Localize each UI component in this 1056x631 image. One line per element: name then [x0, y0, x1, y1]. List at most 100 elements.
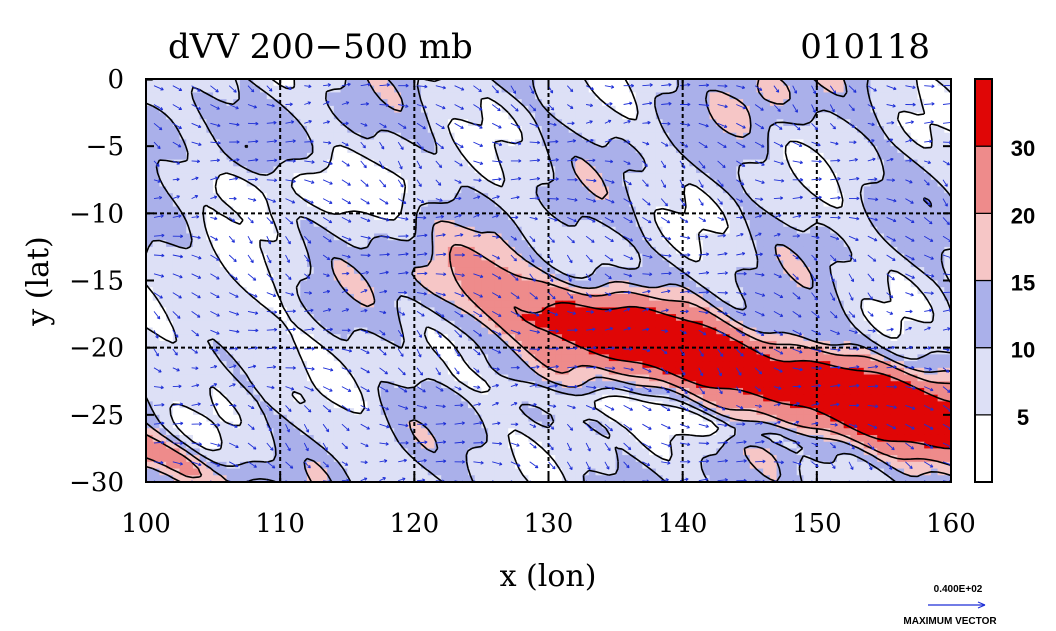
field-cell — [313, 240, 322, 248]
field-cell — [743, 287, 751, 295]
field-cell — [830, 206, 838, 214]
field-cell — [575, 119, 583, 127]
field-cell — [273, 126, 281, 134]
field-cell — [803, 320, 811, 329]
field-cell — [675, 179, 684, 188]
field-cell — [642, 260, 650, 268]
field-cell — [749, 253, 758, 261]
field-cell — [582, 105, 590, 114]
field-cell — [474, 92, 483, 100]
field-cell — [172, 226, 181, 235]
field-cell — [441, 320, 449, 329]
field-cell — [669, 199, 677, 208]
field-cell — [783, 334, 791, 342]
field-cell — [790, 105, 798, 114]
field-cell — [649, 273, 657, 282]
field-cell — [226, 99, 234, 107]
field-cell — [347, 139, 355, 147]
field-cell — [206, 334, 214, 342]
field-cell — [146, 132, 154, 141]
field-cell — [146, 246, 154, 255]
field-cell — [823, 314, 831, 322]
field-cell — [696, 99, 704, 107]
field-cell — [595, 79, 603, 87]
field-cell — [850, 260, 858, 268]
field-cell — [716, 92, 724, 100]
field-cell — [763, 112, 771, 120]
field-cell — [300, 267, 308, 275]
field-cell — [803, 287, 811, 295]
field-cell — [877, 186, 885, 194]
field-cell — [662, 300, 670, 308]
field-cell — [501, 354, 509, 362]
field-cell — [615, 166, 623, 174]
field-cell — [944, 307, 951, 315]
field-cell — [146, 334, 154, 342]
field-cell — [441, 112, 449, 120]
field-cell — [897, 334, 905, 342]
field-cell — [333, 347, 342, 355]
field-cell — [649, 320, 657, 329]
field-cell — [816, 327, 825, 335]
field-cell — [179, 246, 187, 255]
field-cell — [850, 206, 858, 214]
field-cell — [253, 347, 261, 355]
field-cell — [749, 119, 758, 127]
field-cell — [696, 260, 704, 268]
field-cell — [836, 246, 845, 255]
field-cell — [454, 293, 462, 302]
field-cell — [897, 92, 905, 100]
field-cell — [307, 246, 315, 255]
field-cell — [689, 179, 697, 188]
field-cell — [689, 327, 697, 335]
field-cell — [629, 320, 637, 329]
field-cell — [293, 267, 301, 275]
field-cell — [226, 112, 234, 120]
field-cell — [481, 206, 489, 214]
field-cell — [333, 79, 342, 87]
field-cell — [206, 347, 214, 355]
field-cell — [917, 105, 925, 114]
field-cell — [367, 186, 375, 194]
field-cell — [816, 267, 825, 275]
field-cell — [474, 152, 483, 161]
field-cell — [937, 260, 945, 268]
field-cell — [488, 105, 496, 114]
field-cell — [904, 327, 912, 335]
field-cell — [649, 179, 657, 188]
field-cell — [514, 126, 523, 134]
field-cell — [582, 85, 590, 94]
field-cell — [850, 159, 858, 167]
field-cell — [447, 213, 456, 221]
field-cell — [883, 300, 892, 308]
field-cell — [689, 340, 697, 349]
field-cell — [260, 152, 268, 161]
field-cell — [394, 246, 402, 255]
field-cell — [514, 132, 523, 141]
field-cell — [260, 226, 268, 235]
field-cell — [347, 213, 355, 221]
field-cell — [602, 334, 610, 342]
field-cell — [468, 293, 476, 302]
field-cell — [374, 347, 382, 355]
field-cell — [635, 293, 644, 302]
field-cell — [595, 280, 603, 288]
field-cell — [675, 105, 684, 114]
field-cell — [917, 340, 925, 349]
field-cell — [146, 139, 154, 147]
field-cell — [716, 293, 724, 302]
field-cell — [521, 193, 529, 201]
field-cell — [561, 105, 570, 114]
field-cell — [582, 267, 590, 275]
field-cell — [548, 240, 556, 248]
field-cell — [890, 226, 898, 235]
field-cell — [615, 327, 623, 335]
field-cell — [407, 273, 415, 282]
field-cell — [353, 213, 362, 221]
field-cell — [394, 226, 402, 235]
field-cell — [823, 179, 831, 188]
field-cell — [897, 307, 905, 315]
field-cell — [260, 206, 268, 214]
field-cell — [320, 132, 328, 141]
field-cell — [508, 85, 516, 94]
